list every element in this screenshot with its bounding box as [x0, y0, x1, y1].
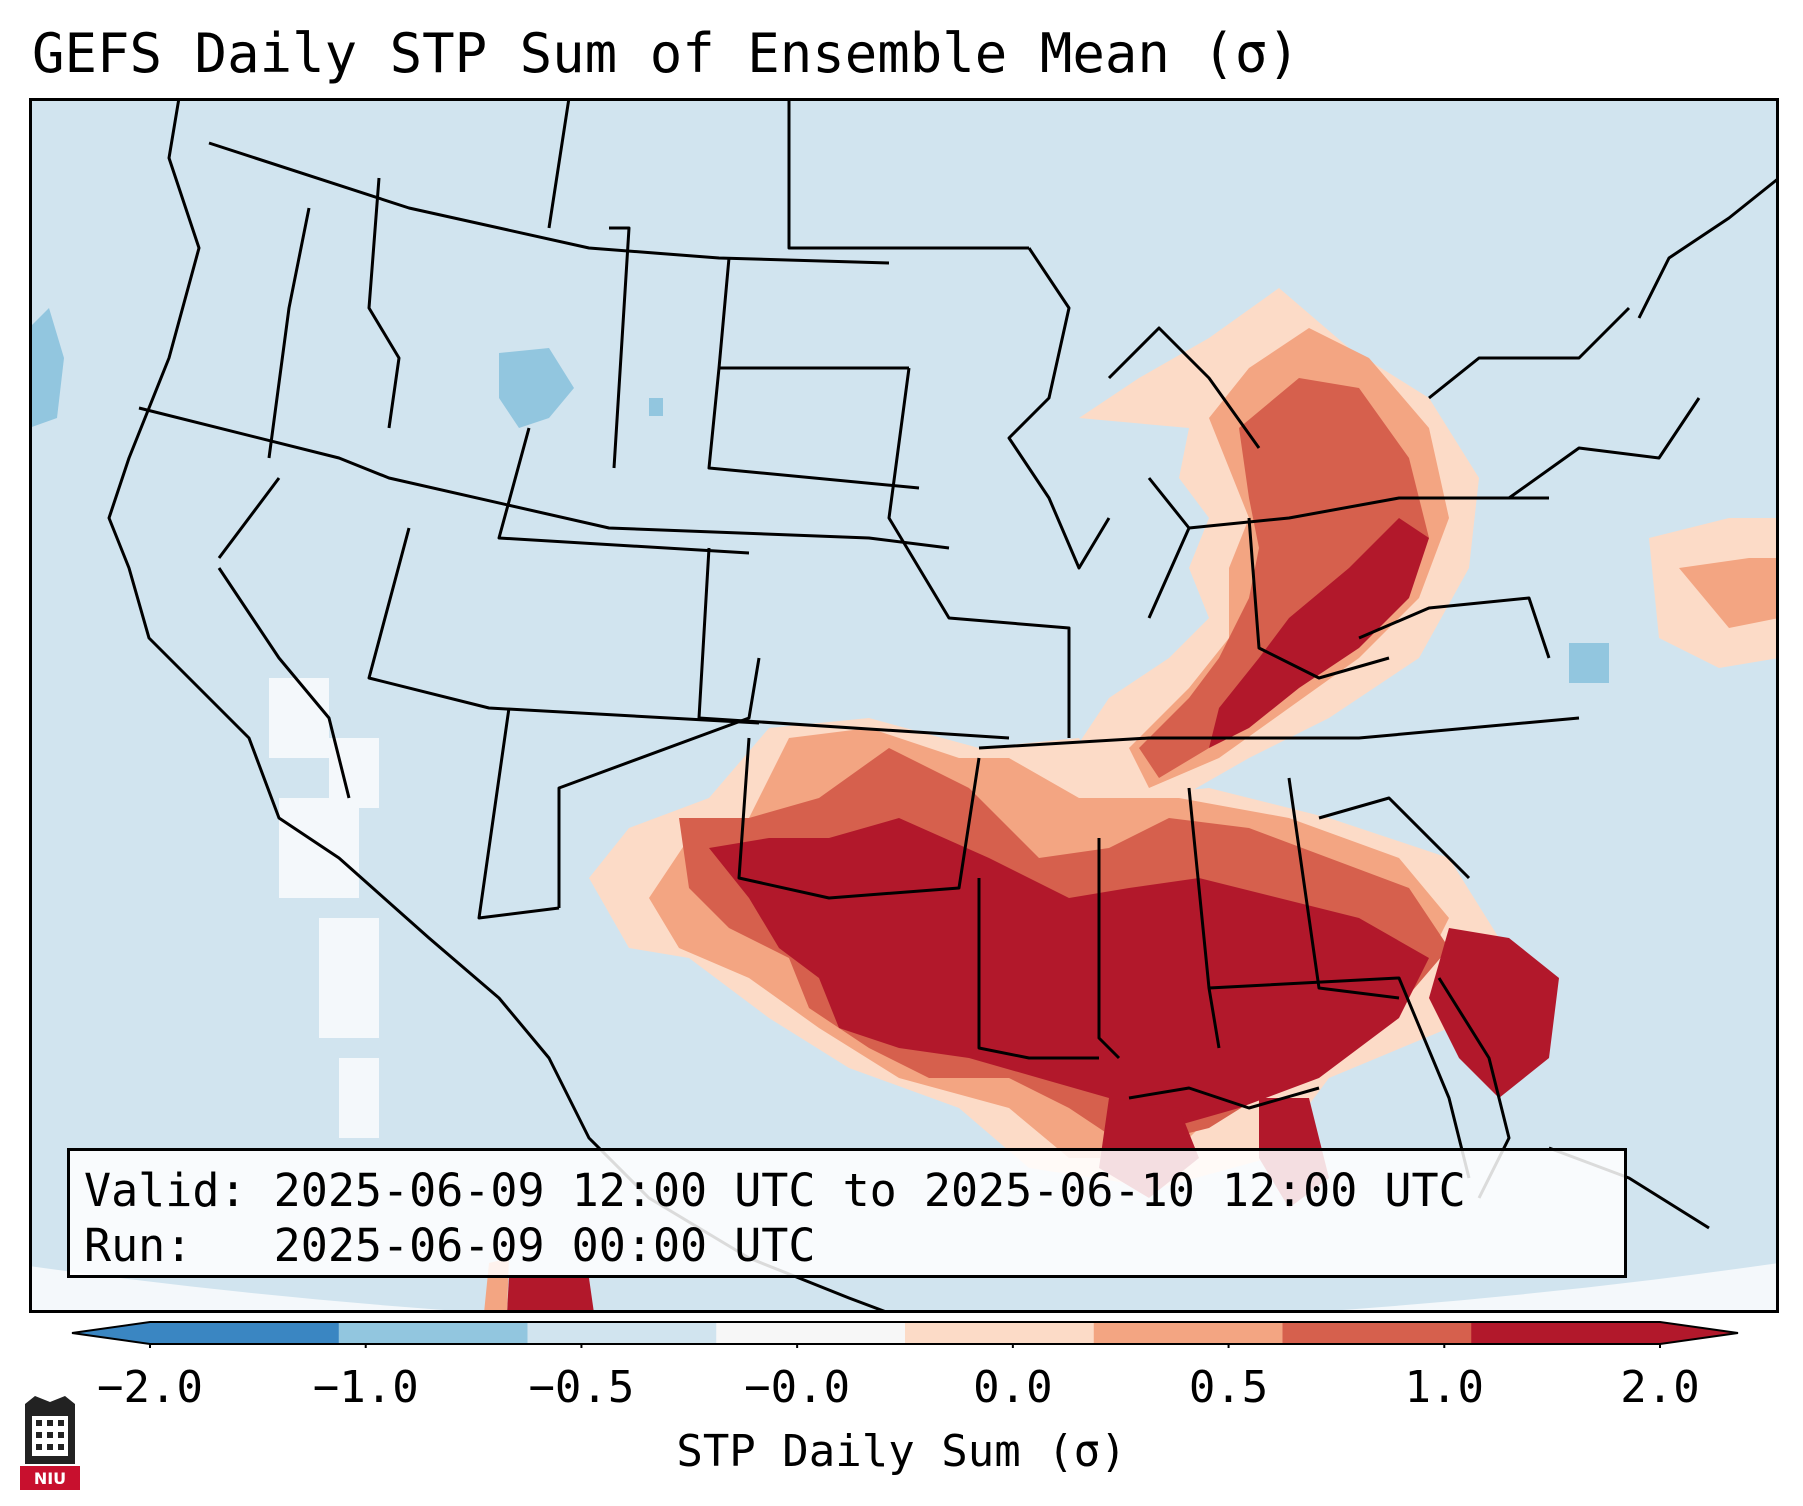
map-canvas [29, 98, 1779, 1313]
colorbar-extend-high [1660, 1322, 1738, 1344]
figure-title: GEFS Daily STP Sum of Ensemble Mean (σ) [32, 22, 1300, 85]
university-logo-icon: NIU [20, 1396, 80, 1490]
colorbar-extend-low [72, 1322, 150, 1344]
colorbar-segment [150, 1322, 340, 1344]
stp-field [484, 288, 1779, 1313]
colorbar-tick-label: 0.5 [1188, 1362, 1269, 1413]
colorbar-tick-label: 1.0 [1404, 1362, 1485, 1413]
colorbar-svg [71, 1321, 1739, 1348]
colorbar-segment [716, 1322, 906, 1344]
map-border [29, 98, 1779, 1313]
colorbar [70, 1318, 1740, 1352]
colorbar-label: STP Daily Sum (σ) [676, 1426, 1127, 1477]
colorbar-segment [338, 1322, 528, 1344]
projection-edge [29, 1263, 1779, 1313]
colorbar-segment [905, 1322, 1095, 1344]
niu-logo: NIU [20, 1392, 80, 1496]
colorbar-tick-label: −0.0 [744, 1362, 851, 1413]
colorbar-tick-label: −0.5 [528, 1362, 635, 1413]
validity-info-box: Valid: 2025-06-09 12:00 UTC to 2025-06-1… [67, 1148, 1627, 1278]
valid-time-text: Valid: 2025-06-09 12:00 UTC to 2025-06-1… [84, 1164, 1466, 1217]
colorbar-tick-label: 0.0 [973, 1362, 1053, 1413]
colorbar-tick-label: −2.0 [97, 1362, 203, 1413]
map-panel [29, 98, 1779, 1313]
svg-text:NIU: NIU [34, 1469, 66, 1488]
colorbar-segment [1471, 1322, 1661, 1344]
colorbar-segment [1093, 1322, 1283, 1344]
colorbar-tick-label: 2.0 [1620, 1362, 1700, 1413]
colorbar-tick-label: −1.0 [312, 1362, 419, 1413]
boundaries [107, 98, 1779, 1313]
colorbar-segment [1282, 1322, 1472, 1344]
colorbar-segment [527, 1322, 717, 1344]
run-time-text: Run: 2025-06-09 00:00 UTC [84, 1219, 816, 1272]
negative-field [29, 308, 1609, 1138]
